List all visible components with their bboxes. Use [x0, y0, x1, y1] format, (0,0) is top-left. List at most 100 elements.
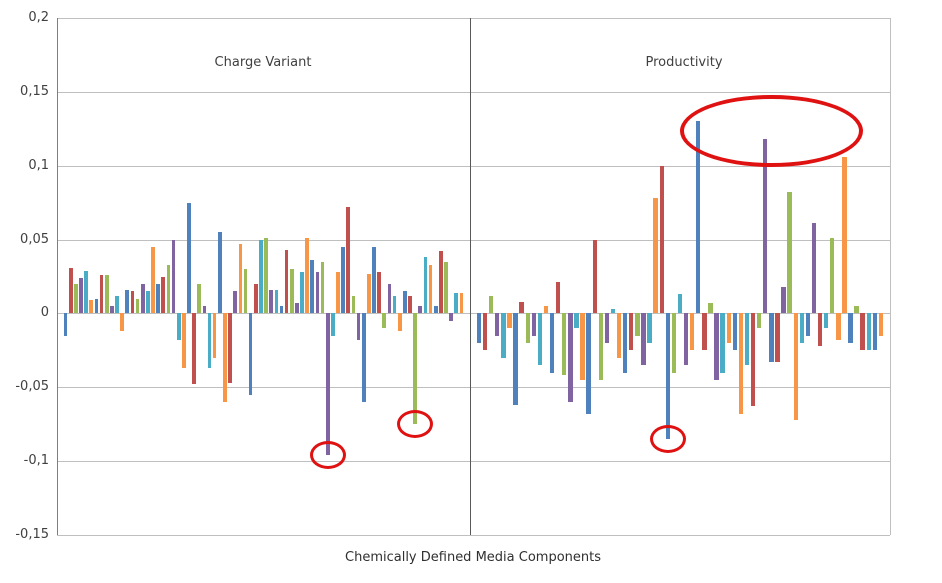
bar: [243, 269, 248, 314]
bar: [74, 283, 78, 314]
bar: [836, 313, 841, 340]
bar: [181, 313, 186, 369]
bar: [444, 261, 448, 314]
bar: [744, 313, 750, 366]
bar: [635, 313, 640, 336]
bar: [305, 238, 310, 314]
bar: [860, 313, 865, 351]
bar: [586, 313, 591, 414]
bar: [408, 295, 412, 314]
bar: [341, 246, 346, 314]
y-tick-label: -0,05: [15, 379, 49, 395]
bar: [568, 313, 573, 403]
bar: [623, 313, 628, 373]
bar: [677, 294, 683, 314]
gridline: [57, 239, 890, 241]
bar: [726, 313, 731, 343]
bar: [854, 306, 859, 314]
y-tick-label: 0,1: [28, 157, 49, 173]
bar: [793, 313, 798, 420]
bar: [233, 291, 238, 314]
bar: [781, 286, 786, 314]
bar: [176, 313, 181, 340]
bar: [166, 264, 171, 314]
bar: [830, 238, 835, 314]
bar: [212, 313, 217, 358]
bar: [387, 283, 392, 314]
gridline: [57, 165, 890, 167]
bar: [372, 246, 376, 314]
bar: [223, 313, 227, 403]
bar: [367, 273, 371, 314]
bar: [228, 313, 232, 383]
bar: [720, 313, 725, 373]
bar: [756, 313, 762, 329]
bar: [320, 261, 325, 314]
bar: [683, 313, 689, 366]
bar: [872, 313, 878, 351]
gridline: [57, 387, 890, 389]
section-title-charge-variant: Charge Variant: [214, 55, 312, 70]
bar: [125, 289, 130, 314]
bar: [629, 313, 634, 351]
bar: [418, 306, 423, 314]
bar: [513, 313, 518, 405]
annotation-circle: [309, 441, 346, 470]
y-tick-label: -0,15: [15, 527, 49, 542]
bar: [274, 289, 279, 314]
bar: [616, 313, 622, 358]
section-title-productivity: Productivity: [645, 55, 723, 70]
bar: [279, 306, 284, 314]
y-tick-label: 0,05: [20, 231, 49, 247]
bar: [671, 313, 677, 373]
bar: [413, 313, 417, 425]
bar: [295, 303, 299, 314]
bar: [763, 139, 768, 314]
bar: [433, 306, 438, 314]
bar: [580, 313, 585, 380]
bar: [284, 249, 289, 314]
bar: [543, 306, 549, 314]
bar: [115, 295, 119, 314]
gridline: [57, 18, 890, 19]
plot-right-border: [890, 18, 891, 535]
y-tick-label: -0,1: [23, 453, 49, 469]
y-tick-label: 0: [40, 305, 49, 321]
bar: [253, 283, 258, 314]
bar: [459, 292, 464, 314]
bar: [351, 295, 356, 314]
bar: [817, 313, 823, 346]
bar: [641, 313, 646, 366]
bar: [259, 239, 263, 314]
bar: [574, 313, 579, 329]
bar: [823, 313, 829, 329]
bar: [94, 298, 99, 314]
bar: [799, 313, 804, 343]
bar: [382, 313, 387, 329]
bar: [449, 313, 453, 321]
bar: [708, 303, 713, 314]
bar: [842, 156, 847, 314]
bar: [428, 264, 433, 314]
bar: [592, 239, 597, 314]
bar: [207, 313, 212, 369]
bar: [507, 313, 512, 329]
bar: [750, 313, 756, 407]
x-axis-label: Chemically Defined Media Components: [345, 550, 601, 565]
bar: [665, 313, 670, 439]
bar: [489, 295, 494, 314]
bar: [562, 313, 567, 376]
bar: [264, 238, 268, 314]
gridline: [57, 313, 890, 315]
bar: [84, 270, 88, 314]
bar: [392, 295, 397, 314]
bar: [397, 313, 402, 332]
bar: [356, 313, 361, 340]
bar: [145, 291, 150, 314]
bar: [787, 192, 792, 314]
bar: [104, 275, 109, 314]
bar: [549, 313, 555, 373]
bar: [647, 313, 652, 343]
annotation-circle: [649, 424, 686, 453]
bar: [775, 313, 780, 363]
